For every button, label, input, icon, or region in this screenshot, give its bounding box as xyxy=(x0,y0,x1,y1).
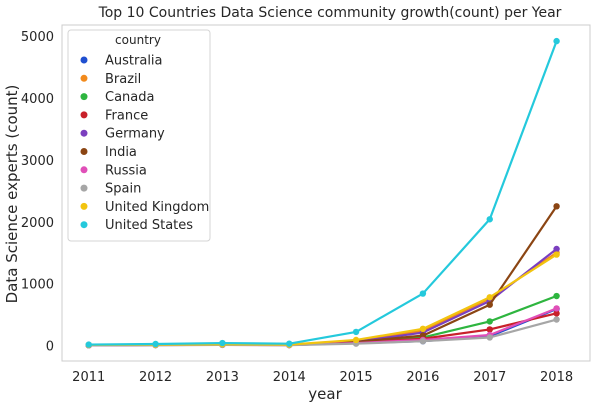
legend-title: country xyxy=(115,33,161,47)
data-point xyxy=(286,340,293,347)
data-point xyxy=(486,326,493,333)
chart-title: Top 10 Countries Data Science community … xyxy=(98,5,562,21)
legend-entry: Australia xyxy=(105,54,163,69)
y-axis-label: Data Science experts (count) xyxy=(3,85,21,304)
x-tick-label: 2014 xyxy=(273,370,306,385)
legend-marker xyxy=(80,221,88,229)
x-tick-label: 2011 xyxy=(72,370,105,385)
data-point xyxy=(553,292,560,300)
legend-marker xyxy=(80,93,88,101)
data-point xyxy=(419,290,427,297)
data-point xyxy=(553,305,560,312)
legend-entry: United Kingdom xyxy=(105,200,209,215)
x-axis-label: year xyxy=(308,385,342,403)
x-tick-label: 2018 xyxy=(540,370,573,385)
y-tick-label: 3000 xyxy=(21,154,54,169)
legend-marker xyxy=(80,129,88,137)
data-point xyxy=(553,251,560,258)
legend-marker xyxy=(80,111,88,119)
data-point xyxy=(352,328,360,336)
series-united-states xyxy=(85,37,560,348)
legend-entry: Germany xyxy=(105,127,165,142)
data-point xyxy=(553,203,560,210)
legend-entry: Spain xyxy=(105,182,141,197)
x-tick-label: 2016 xyxy=(406,370,439,385)
data-point xyxy=(486,301,493,308)
data-point xyxy=(419,325,427,333)
legend-marker xyxy=(80,74,88,82)
data-point xyxy=(486,294,493,301)
legend-entry: Russia xyxy=(105,163,147,178)
series-layer xyxy=(85,37,560,349)
y-tick-label: 0 xyxy=(46,340,54,355)
data-point xyxy=(553,316,560,323)
y-tick-label: 2000 xyxy=(21,216,54,231)
x-tick-label: 2012 xyxy=(139,370,172,385)
data-point xyxy=(553,37,560,45)
x-tick-label: 2013 xyxy=(206,370,239,385)
legend: country Australia Brazil Canada France German… xyxy=(67,29,211,242)
data-point xyxy=(419,337,427,345)
data-point xyxy=(553,245,560,253)
data-point xyxy=(219,339,226,347)
legend-marker xyxy=(80,166,88,174)
legend-box xyxy=(67,29,211,242)
data-point xyxy=(152,340,159,348)
data-point xyxy=(486,334,493,341)
y-tick-label: 5000 xyxy=(21,30,54,45)
series-line xyxy=(88,40,558,346)
data-point xyxy=(85,341,92,348)
x-tick-label: 2015 xyxy=(340,370,373,385)
legend-marker xyxy=(80,202,88,210)
y-tick-label: 1000 xyxy=(21,278,54,293)
legend-marker xyxy=(80,148,88,155)
y-tick-label: 4000 xyxy=(21,92,54,107)
data-point xyxy=(486,318,493,325)
data-point xyxy=(352,336,360,344)
legend-marker xyxy=(80,184,88,192)
legend-entry: United States xyxy=(105,218,193,233)
legend-entry: Canada xyxy=(105,90,154,105)
data-point xyxy=(553,310,560,317)
data-point xyxy=(486,216,493,223)
legend-entry: France xyxy=(105,108,148,123)
legend-entry: Brazil xyxy=(105,72,141,87)
legend-entry: India xyxy=(105,145,137,160)
x-tick-label: 2017 xyxy=(473,370,506,385)
legend-marker xyxy=(80,56,88,64)
